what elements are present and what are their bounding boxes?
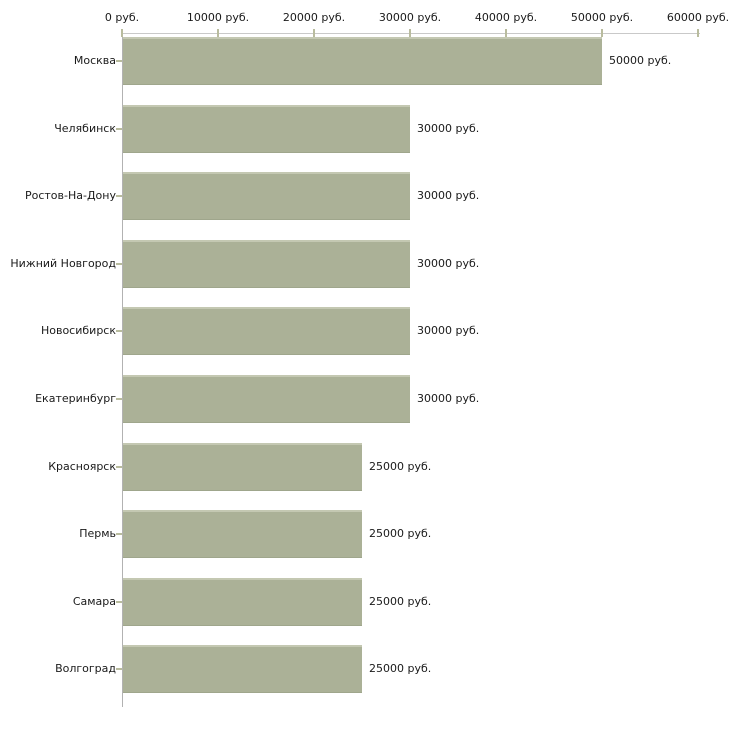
x-axis-tick-mark: [697, 29, 699, 37]
bar: [123, 510, 362, 558]
bar: [123, 105, 410, 153]
value-label: 30000 руб.: [417, 189, 480, 202]
x-axis-tick-label: 30000 руб.: [378, 11, 442, 24]
y-axis-line: [122, 33, 123, 707]
value-label: 30000 руб.: [417, 324, 480, 337]
value-label: 25000 руб.: [369, 595, 432, 608]
category-label: Волгоград: [55, 662, 116, 675]
x-axis-tick-mark: [601, 29, 603, 37]
category-tick-mark: [116, 263, 122, 265]
x-axis-tick-mark: [121, 29, 123, 37]
category-tick-mark: [116, 60, 122, 62]
category-label: Челябинск: [54, 122, 116, 135]
bar: [123, 240, 410, 288]
category-tick-mark: [116, 398, 122, 400]
value-label: 25000 руб.: [369, 527, 432, 540]
value-label: 30000 руб.: [417, 257, 480, 270]
category-tick-mark: [116, 195, 122, 197]
x-axis-tick-mark: [313, 29, 315, 37]
category-tick-mark: [116, 533, 122, 535]
category-label: Нижний Новгород: [10, 257, 116, 270]
bar: [123, 645, 362, 693]
x-axis-tick-mark: [217, 29, 219, 37]
x-axis-tick-label: 50000 руб.: [570, 11, 634, 24]
category-tick-mark: [116, 128, 122, 130]
category-tick-mark: [116, 601, 122, 603]
category-label: Ростов-На-Дону: [24, 189, 116, 202]
value-label: 25000 руб.: [369, 662, 432, 675]
bar: [123, 578, 362, 626]
value-label: 30000 руб.: [417, 122, 480, 135]
bar: [123, 375, 410, 423]
category-tick-mark: [116, 668, 122, 670]
x-axis-line: [122, 33, 700, 34]
category-label: Екатеринбург: [35, 392, 116, 405]
bar: [123, 37, 602, 85]
category-label: Красноярск: [48, 460, 116, 473]
bar: [123, 307, 410, 355]
value-label: 50000 руб.: [609, 54, 672, 67]
category-tick-mark: [116, 330, 122, 332]
bar: [123, 443, 362, 491]
x-axis-tick-label: 40000 руб.: [474, 11, 538, 24]
x-axis-tick-label: 20000 руб.: [282, 11, 346, 24]
category-label: Самара: [72, 595, 116, 608]
category-label: Новосибирск: [40, 324, 116, 337]
category-label: Пермь: [79, 527, 116, 540]
value-label: 30000 руб.: [417, 392, 480, 405]
category-label: Москва: [73, 54, 116, 67]
x-axis-tick-label: 10000 руб.: [186, 11, 250, 24]
x-axis-tick-label: 0 руб.: [104, 11, 140, 24]
x-axis-tick-mark: [409, 29, 411, 37]
bar: [123, 172, 410, 220]
x-axis-tick-label: 60000 руб.: [666, 11, 730, 24]
value-label: 25000 руб.: [369, 460, 432, 473]
category-tick-mark: [116, 466, 122, 468]
x-axis-tick-mark: [505, 29, 507, 37]
